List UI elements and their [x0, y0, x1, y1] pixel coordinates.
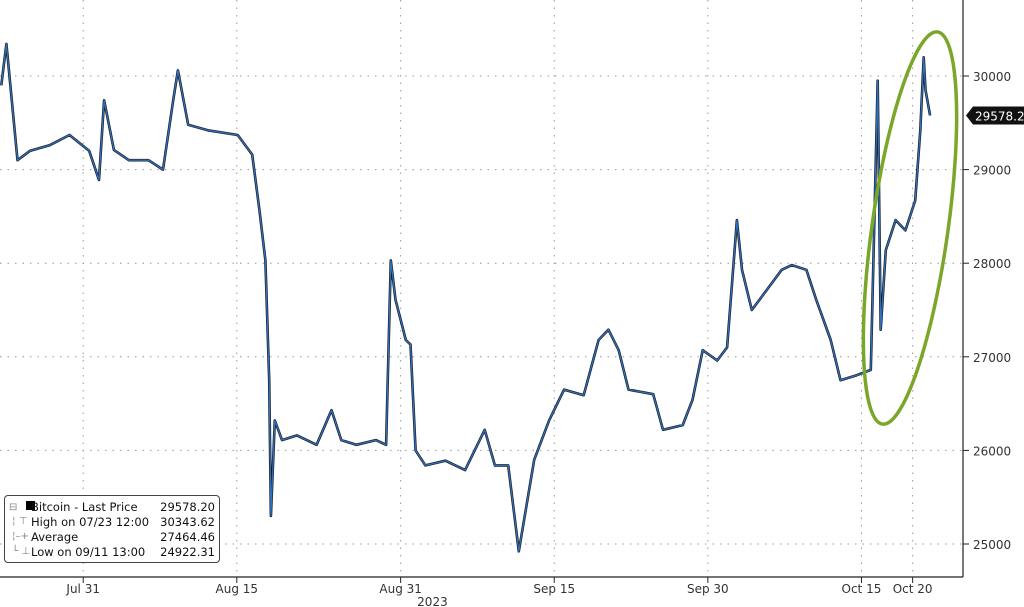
legend-value: 30343.62	[160, 514, 215, 529]
x-tick-label: Aug 31	[379, 582, 422, 596]
legend-entry-last-price: ⊟ Bitcoin - Last Price 29578.20	[9, 499, 215, 514]
legend-label: Bitcoin - Last Price	[31, 499, 138, 514]
y-tick-label: 28000	[973, 257, 1011, 271]
x-tick-label: Jul 31	[65, 582, 100, 596]
price-line-close	[0, 43, 931, 552]
x-axis-year-label: 2023	[417, 595, 448, 607]
y-tick-label: 25000	[973, 538, 1011, 552]
low-marker-icon: └ ⊥	[9, 546, 31, 557]
x-tick-label: Oct 15	[842, 582, 882, 596]
y-tick-label: 27000	[973, 351, 1011, 365]
legend-entry-low: └ ⊥ Low on 09/11 13:00 24922.31	[9, 544, 215, 559]
y-tick-label: 29000	[973, 164, 1011, 178]
x-tick-label: Oct 20	[893, 582, 933, 596]
legend-value: 24922.31	[160, 544, 215, 559]
average-marker-icon: ¦–+	[9, 531, 29, 542]
legend-label: High on 07/23 12:00	[31, 514, 150, 529]
high-marker-icon: ¦ ⊤	[9, 516, 28, 527]
legend-label: Average	[31, 529, 79, 544]
x-tick-label: Sep 30	[687, 582, 729, 596]
legend-entry-average: ¦–+ Average 27464.46	[9, 529, 215, 544]
annotation-ellipse	[861, 30, 959, 426]
y-tick-label: 26000	[973, 444, 1011, 458]
x-tick-label: Aug 15	[216, 582, 259, 596]
legend-value: 27464.46	[160, 529, 215, 544]
price-line-range	[0, 42, 932, 553]
last-price-tag	[966, 106, 1024, 125]
legend-value: 29578.20	[160, 499, 215, 514]
y-tick-label: 30000	[973, 70, 1011, 84]
legend: ⊟ Bitcoin - Last Price 29578.20 ¦ ⊤ High…	[4, 495, 220, 563]
x-tick-label: Sep 15	[533, 582, 575, 596]
black-square-icon: ⊟	[9, 500, 36, 513]
legend-label: Low on 09/11 13:00	[31, 544, 146, 559]
legend-entry-high: ¦ ⊤ High on 07/23 12:00 30343.62	[9, 514, 215, 529]
last-price-label: 29578.20	[975, 109, 1024, 123]
